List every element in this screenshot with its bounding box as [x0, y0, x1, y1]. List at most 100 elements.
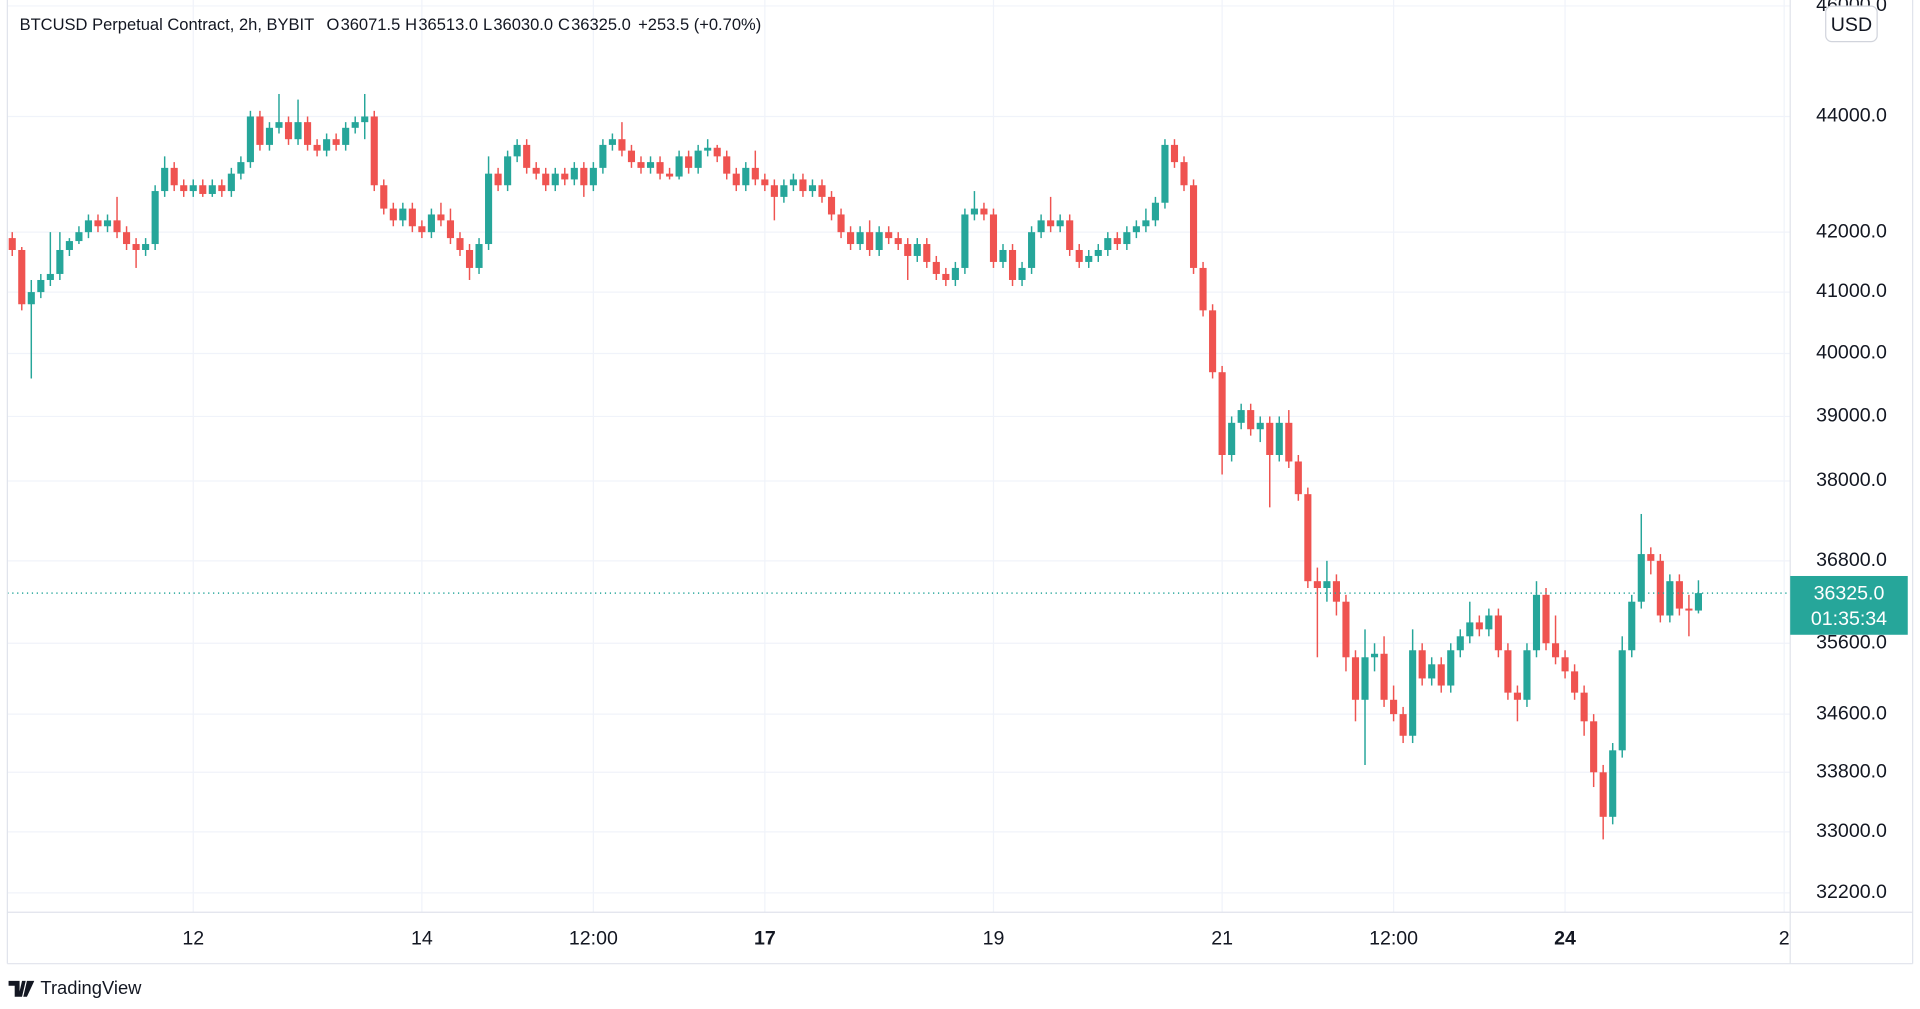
- candle-body: [1189, 185, 1198, 268]
- candle-body: [1247, 410, 1255, 430]
- ohlc-value: 36030.0: [493, 15, 553, 34]
- candle-body: [1218, 372, 1226, 455]
- candle-body: [1666, 581, 1674, 616]
- candle-body: [999, 249, 1007, 262]
- candle-body: [847, 232, 855, 245]
- x-tick-label: 21: [1211, 927, 1233, 949]
- y-tick-label: 40000.0: [1816, 342, 1887, 364]
- candle-body: [1390, 699, 1398, 715]
- candle-body: [123, 232, 131, 245]
- candle-body: [856, 232, 864, 245]
- candle-body: [1037, 220, 1045, 233]
- candle-body: [313, 144, 321, 151]
- candle-body: [723, 156, 731, 174]
- candle-body: [1494, 615, 1502, 651]
- x-tick-label: 12: [182, 927, 204, 949]
- candle-body: [1132, 226, 1140, 233]
- candle-body: [485, 173, 493, 245]
- candle-body: [808, 185, 817, 192]
- candle-body: [27, 292, 35, 305]
- candle-body: [789, 179, 797, 186]
- currency-button[interactable]: USD: [1825, 5, 1878, 43]
- candle-body: [475, 244, 483, 268]
- candle-body: [8, 238, 16, 250]
- y-tick-label: 35600.0: [1816, 631, 1887, 653]
- candle-body: [666, 173, 674, 177]
- candle-body: [637, 162, 645, 168]
- candle-body: [1513, 692, 1521, 700]
- candle-body: [1551, 643, 1560, 658]
- candle-body: [84, 220, 93, 233]
- candle-body: [1313, 581, 1321, 589]
- currency-label[interactable]: USD: [1831, 14, 1872, 36]
- candle-body: [161, 167, 169, 192]
- candle-body: [1170, 144, 1179, 163]
- candle-body: [1637, 554, 1645, 602]
- candle-body: [1485, 615, 1493, 630]
- candle-body: [103, 220, 112, 227]
- candle-body: [1256, 422, 1264, 430]
- candle-body: [770, 185, 778, 197]
- ohlc-key: C: [558, 15, 570, 34]
- price-tag: [1790, 575, 1908, 635]
- candle-body: [885, 232, 893, 239]
- candle-body: [1418, 650, 1426, 679]
- candle-body: [504, 156, 512, 186]
- candle-body: [1409, 650, 1417, 736]
- candle-body: [18, 249, 26, 305]
- grid: [7, 0, 1791, 913]
- candle-body: [656, 162, 664, 174]
- candle-body: [742, 167, 750, 186]
- candle-body: [427, 214, 435, 233]
- candle-body: [1542, 594, 1550, 644]
- candle-body: [1532, 594, 1541, 651]
- candle-body: [284, 122, 293, 140]
- candle-body: [1694, 593, 1702, 611]
- candle-body: [513, 144, 521, 157]
- candle-body: [542, 173, 550, 186]
- candle-body: [1475, 622, 1483, 630]
- candle-body: [1628, 601, 1636, 651]
- candle-body: [932, 261, 940, 274]
- candle-body: [980, 208, 988, 215]
- candle-body: [380, 185, 388, 209]
- candle-body: [1571, 671, 1579, 693]
- x-tick-label: 19: [983, 927, 1005, 949]
- candle-body: [199, 185, 207, 194]
- candle-body: [65, 241, 73, 250]
- candle-body: [1028, 232, 1036, 268]
- y-tick-label: 33000.0: [1816, 820, 1887, 842]
- candle-body: [1304, 494, 1312, 582]
- candle-body: [913, 244, 921, 256]
- candle-body: [437, 214, 445, 221]
- plot-area: [7, 93, 1791, 840]
- candle-body: [1361, 657, 1369, 700]
- x-tick-label: 24: [1554, 927, 1576, 949]
- candle-body: [208, 185, 216, 194]
- candle-body: [180, 185, 188, 192]
- candle-body: [332, 139, 340, 145]
- candle-body: [1018, 267, 1026, 280]
- candle-body: [1266, 422, 1274, 455]
- y-tick-label: 34600.0: [1816, 702, 1887, 724]
- currency-box[interactable]: [1825, 5, 1878, 43]
- candle-body: [1332, 581, 1340, 602]
- candle-body: [761, 179, 769, 186]
- candle-body: [1399, 714, 1407, 736]
- x-tick-label: 12:00: [569, 927, 618, 949]
- candle-body: [818, 185, 826, 197]
- candle-body: [1675, 581, 1683, 609]
- y-tick-label: 38000.0: [1816, 469, 1887, 491]
- candle-body: [1609, 750, 1617, 817]
- candle-body: [1285, 422, 1293, 462]
- candle-body: [970, 208, 978, 215]
- candle-body: [875, 232, 883, 250]
- candle-body: [866, 232, 874, 250]
- candle-body: [1180, 162, 1188, 186]
- candle-body: [1142, 220, 1150, 227]
- candle-body: [246, 116, 254, 163]
- candle-body: [1466, 622, 1474, 637]
